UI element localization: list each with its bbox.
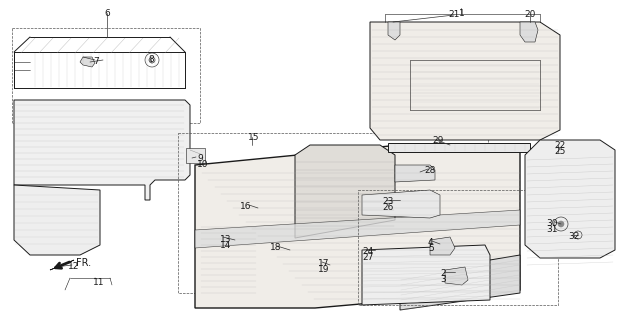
- Text: 30: 30: [546, 219, 558, 228]
- Text: 8: 8: [148, 55, 154, 64]
- Polygon shape: [14, 100, 190, 200]
- Polygon shape: [525, 140, 615, 258]
- Circle shape: [558, 221, 564, 227]
- Polygon shape: [195, 145, 520, 308]
- Polygon shape: [388, 143, 530, 152]
- Polygon shape: [400, 255, 520, 310]
- Text: 23: 23: [382, 197, 393, 206]
- Text: 28: 28: [424, 166, 436, 175]
- Text: 25: 25: [554, 147, 566, 156]
- Text: 1: 1: [459, 9, 465, 18]
- Polygon shape: [80, 57, 95, 67]
- Text: 17: 17: [318, 259, 329, 268]
- Polygon shape: [362, 245, 490, 305]
- Text: 14: 14: [220, 241, 231, 250]
- Text: 12: 12: [68, 262, 79, 271]
- Polygon shape: [362, 190, 440, 218]
- Text: 9: 9: [197, 154, 202, 163]
- Text: 3: 3: [440, 275, 446, 284]
- Text: 2: 2: [440, 269, 446, 278]
- Polygon shape: [445, 267, 468, 285]
- Text: 24: 24: [362, 247, 373, 256]
- Polygon shape: [50, 260, 74, 270]
- Polygon shape: [295, 145, 395, 238]
- Bar: [178, 133, 488, 293]
- Polygon shape: [370, 22, 560, 140]
- Text: 32: 32: [568, 232, 579, 241]
- Text: 16: 16: [240, 202, 251, 211]
- Text: 13: 13: [220, 235, 231, 244]
- Text: FR.: FR.: [76, 258, 91, 268]
- Text: 26: 26: [382, 203, 393, 212]
- Text: 21: 21: [448, 10, 459, 19]
- Text: 27: 27: [362, 253, 373, 262]
- Text: 4: 4: [428, 238, 434, 247]
- Text: 10: 10: [197, 160, 209, 169]
- Polygon shape: [430, 237, 455, 255]
- Bar: [195, 215, 263, 300]
- Text: 7: 7: [93, 57, 99, 66]
- Polygon shape: [14, 185, 100, 255]
- Polygon shape: [388, 22, 400, 40]
- Text: 15: 15: [248, 133, 259, 142]
- Text: 5: 5: [428, 244, 434, 253]
- Text: 22: 22: [554, 141, 565, 150]
- Text: 31: 31: [546, 225, 558, 234]
- Text: 20: 20: [524, 10, 536, 19]
- Bar: [358, 190, 558, 305]
- Text: 29: 29: [432, 136, 443, 145]
- Polygon shape: [195, 210, 520, 248]
- Text: 11: 11: [93, 278, 104, 287]
- Polygon shape: [186, 148, 205, 163]
- Text: 18: 18: [270, 243, 281, 252]
- Bar: [12, 28, 200, 123]
- Text: 19: 19: [318, 265, 329, 274]
- Text: 6: 6: [104, 9, 110, 18]
- Polygon shape: [200, 220, 258, 298]
- Polygon shape: [520, 22, 538, 42]
- Polygon shape: [395, 165, 435, 182]
